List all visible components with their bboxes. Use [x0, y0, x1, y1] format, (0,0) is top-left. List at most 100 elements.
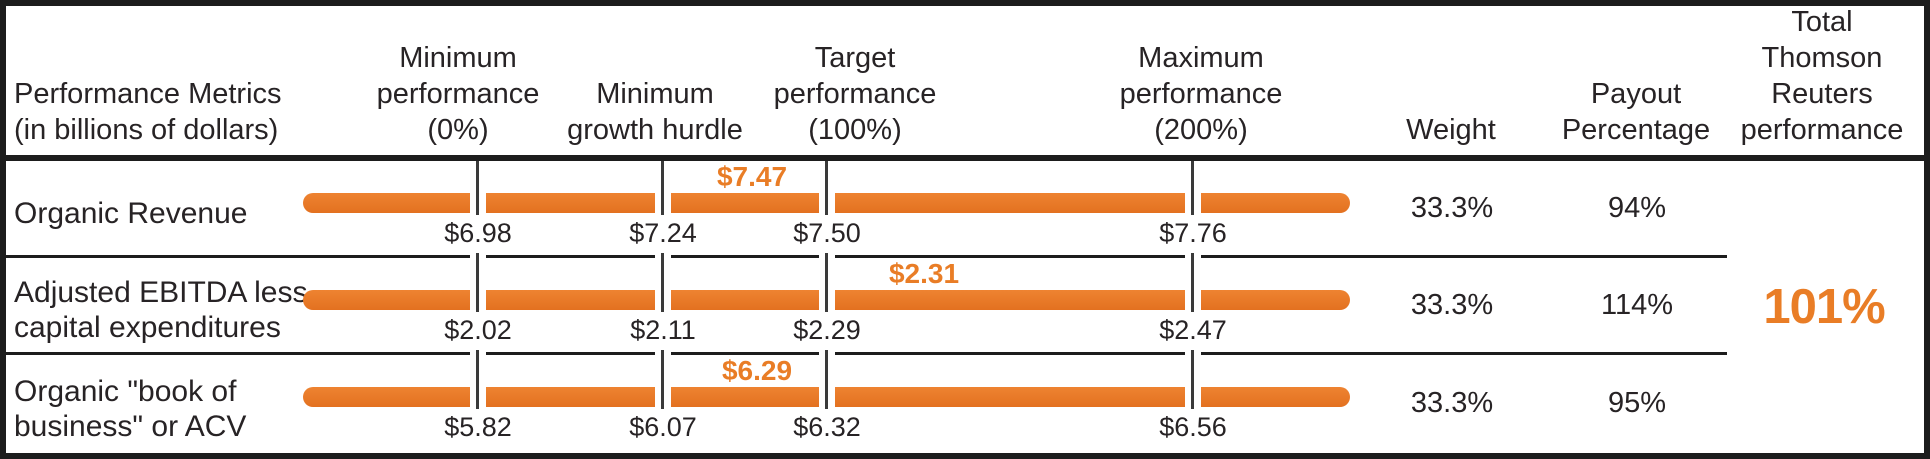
weight-value: 33.3% — [1410, 288, 1494, 321]
header-minimum-performance: Minimum performance (0%) — [308, 40, 608, 148]
performance-bar-segment — [835, 387, 1185, 407]
header-line: Total — [1791, 6, 1853, 38]
row-divider — [0, 255, 470, 258]
header-line: Percentage — [1561, 114, 1711, 146]
tick-value-label: $6.07 — [629, 412, 697, 442]
metric-label: Adjusted EBITDA less capital expenditure… — [14, 258, 314, 352]
tick-mark-target — [825, 350, 828, 409]
row-divider — [835, 255, 1185, 258]
performance-bar-segment — [486, 193, 655, 213]
performance-bar-segment — [303, 387, 470, 407]
tick-value-label: $5.82 — [444, 412, 512, 442]
row-divider — [486, 255, 655, 258]
metric-line: Organic "book of — [14, 374, 237, 408]
header-weight: Weight — [1351, 112, 1551, 148]
actual-value-label: $6.29 — [721, 355, 793, 386]
header-line: Minimum — [399, 42, 517, 74]
tick-mark-minimum — [476, 350, 479, 409]
header-payout-percentage: Payout Percentage — [1536, 76, 1736, 148]
tick-mark-hurdle — [661, 253, 664, 312]
performance-bar-segment — [486, 387, 655, 407]
payout-value: 114% — [1600, 288, 1674, 321]
tick-mark-target — [825, 161, 828, 215]
header-line: (200%) — [1154, 114, 1248, 146]
weight-value: 33.3% — [1410, 387, 1494, 419]
table-row-organic-revenue: Organic Revenue $7.47 $6.98 $7.24 $7.50 … — [0, 161, 1930, 255]
header-target-performance: Target performance (100%) — [705, 40, 1005, 148]
tick-mark-maximum — [1191, 253, 1194, 312]
header-minimum-growth-hurdle: Minimum growth hurdle — [505, 76, 805, 148]
actual-value-label: $2.31 — [888, 258, 960, 289]
header-line: performance — [1740, 114, 1904, 146]
tick-value-label: $2.11 — [630, 315, 696, 345]
actual-value-label: $7.47 — [716, 161, 788, 192]
header-line: growth hurdle — [567, 114, 743, 146]
header-line: Thomson — [1761, 42, 1883, 74]
performance-bar-segment — [303, 193, 470, 213]
header-performance-metrics: Performance Metrics (in billions of doll… — [14, 76, 282, 148]
tick-value-label: $7.50 — [793, 218, 861, 248]
tick-mark-minimum — [476, 161, 479, 215]
metric-line: capital expenditures — [14, 311, 281, 344]
header-line: performance — [773, 78, 937, 110]
total-performance-value: 101% — [1763, 279, 1885, 334]
tick-mark-minimum — [476, 253, 479, 312]
header-separator — [0, 155, 1930, 161]
header-maximum-performance: Maximum performance (200%) — [1051, 40, 1351, 148]
payout-value: 95% — [1607, 387, 1667, 419]
performance-bar-segment — [671, 387, 819, 407]
performance-bar-segment — [303, 290, 470, 310]
metric-line: Organic Revenue — [14, 196, 248, 230]
performance-bar-segment — [835, 193, 1185, 213]
tick-value-label: $2.29 — [793, 315, 861, 345]
header-line: Reuters — [1771, 78, 1873, 110]
metric-label: Organic "book of business" or ACV — [14, 355, 314, 452]
header-line: (in billions of dollars) — [14, 114, 279, 146]
row-divider — [1201, 352, 1727, 355]
row-divider — [0, 352, 470, 355]
table-header: Performance Metrics (in billions of doll… — [0, 0, 1930, 155]
header-line: Maximum — [1138, 42, 1264, 74]
performance-bar-segment — [1201, 387, 1350, 407]
performance-bar-segment — [1201, 193, 1350, 213]
header-line: (0%) — [427, 114, 489, 146]
metric-label: Organic Revenue — [14, 161, 314, 255]
tick-value-label: $7.76 — [1159, 218, 1227, 248]
payout-value: 94% — [1607, 191, 1667, 224]
tick-value-label: $6.32 — [793, 412, 861, 442]
header-line: performance — [1119, 78, 1283, 110]
tick-mark-maximum — [1191, 350, 1194, 409]
performance-bar-segment — [835, 290, 1185, 310]
metric-line: business" or ACV — [14, 409, 247, 443]
performance-bar-segment — [486, 290, 655, 310]
performance-bar-segment — [1201, 290, 1350, 310]
weight-value: 33.3% — [1410, 191, 1494, 224]
header-line: Performance Metrics — [14, 78, 282, 110]
header-line: Minimum — [596, 78, 714, 110]
row-divider — [671, 352, 819, 355]
tick-mark-hurdle — [661, 161, 664, 215]
row-divider — [486, 352, 655, 355]
tick-value-label: $2.47 — [1159, 315, 1227, 345]
tick-mark-hurdle — [661, 350, 664, 409]
header-line: Weight — [1406, 114, 1496, 146]
tick-value-label: $2.02 — [444, 315, 512, 345]
header-line: Target — [814, 42, 896, 74]
tick-value-label: $7.24 — [629, 218, 697, 248]
table-row-adjusted-ebitda: Adjusted EBITDA less capital expenditure… — [0, 253, 1930, 352]
tick-value-label: $6.98 — [444, 218, 512, 248]
table-row-organic-book-of-business: Organic "book of business" or ACV $6.29 … — [0, 350, 1930, 452]
tick-mark-target — [825, 253, 828, 312]
row-divider — [835, 352, 1185, 355]
performance-bar-segment — [671, 290, 819, 310]
performance-bar-segment — [671, 193, 819, 213]
row-divider — [1201, 255, 1727, 258]
tick-value-label: $6.56 — [1159, 412, 1227, 442]
tick-mark-maximum — [1191, 161, 1194, 215]
header-total-thomson-reuters-performance: Total Thomson Reuters performance — [1717, 4, 1927, 148]
metric-line: Adjusted EBITDA less — [14, 276, 308, 309]
row-divider — [671, 255, 819, 258]
header-line: performance — [376, 78, 540, 110]
header-line: Payout — [1590, 78, 1682, 110]
